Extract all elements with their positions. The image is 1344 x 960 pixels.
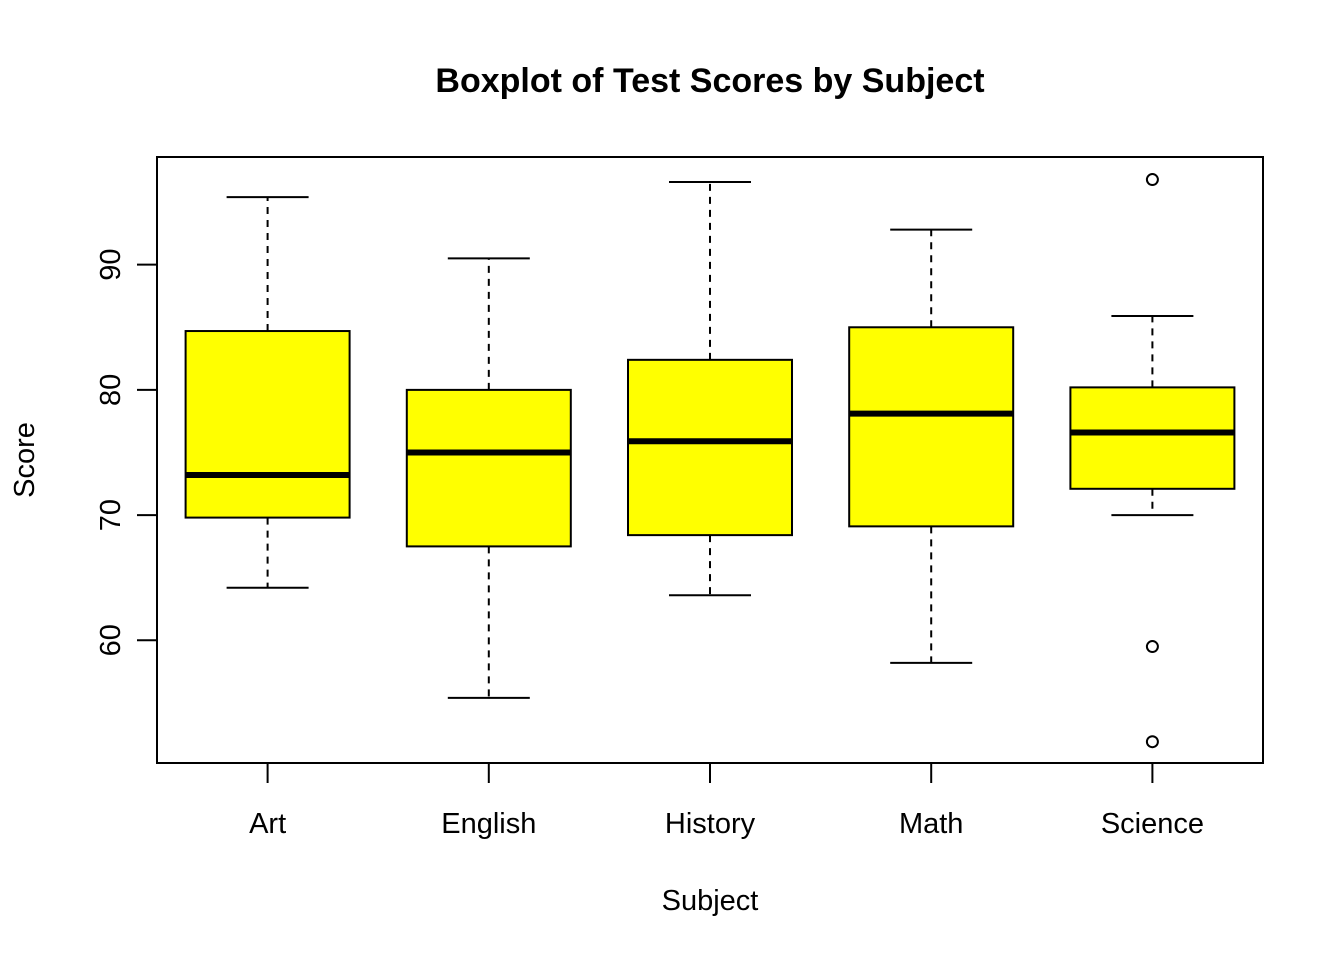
iqr-box <box>184 330 351 519</box>
x-tick-label: History <box>665 808 756 840</box>
box-history <box>627 181 793 597</box>
y-axis: 60 70 80 90 <box>95 249 158 656</box>
iqr-box <box>627 358 793 537</box>
y-axis-label: Score <box>9 422 41 498</box>
x-tick-label: English <box>441 808 536 840</box>
y-tick-label: 80 <box>95 374 127 406</box>
x-axis: Art English History Math Science <box>249 762 1204 840</box>
chart-title: Boxplot of Test Scores by Subject <box>435 62 984 100</box>
outlier-point <box>1145 735 1159 749</box>
x-tick-label: Art <box>249 808 286 840</box>
boxes-group <box>184 173 1236 749</box>
box-english <box>405 257 572 699</box>
box-science <box>1069 173 1236 749</box>
y-tick-label: 90 <box>95 249 127 281</box>
iqr-box <box>1069 386 1236 490</box>
box-art <box>184 196 351 589</box>
box-math <box>848 228 1015 664</box>
x-tick-label: Math <box>899 808 963 840</box>
outlier-point <box>1145 173 1159 187</box>
y-tick-label: 70 <box>95 499 127 531</box>
x-axis-label: Subject <box>662 885 759 917</box>
x-tick-label: Science <box>1101 808 1204 840</box>
outlier-point <box>1145 640 1159 654</box>
iqr-box <box>405 388 572 548</box>
y-tick-label: 60 <box>95 624 127 656</box>
iqr-box <box>848 326 1015 528</box>
